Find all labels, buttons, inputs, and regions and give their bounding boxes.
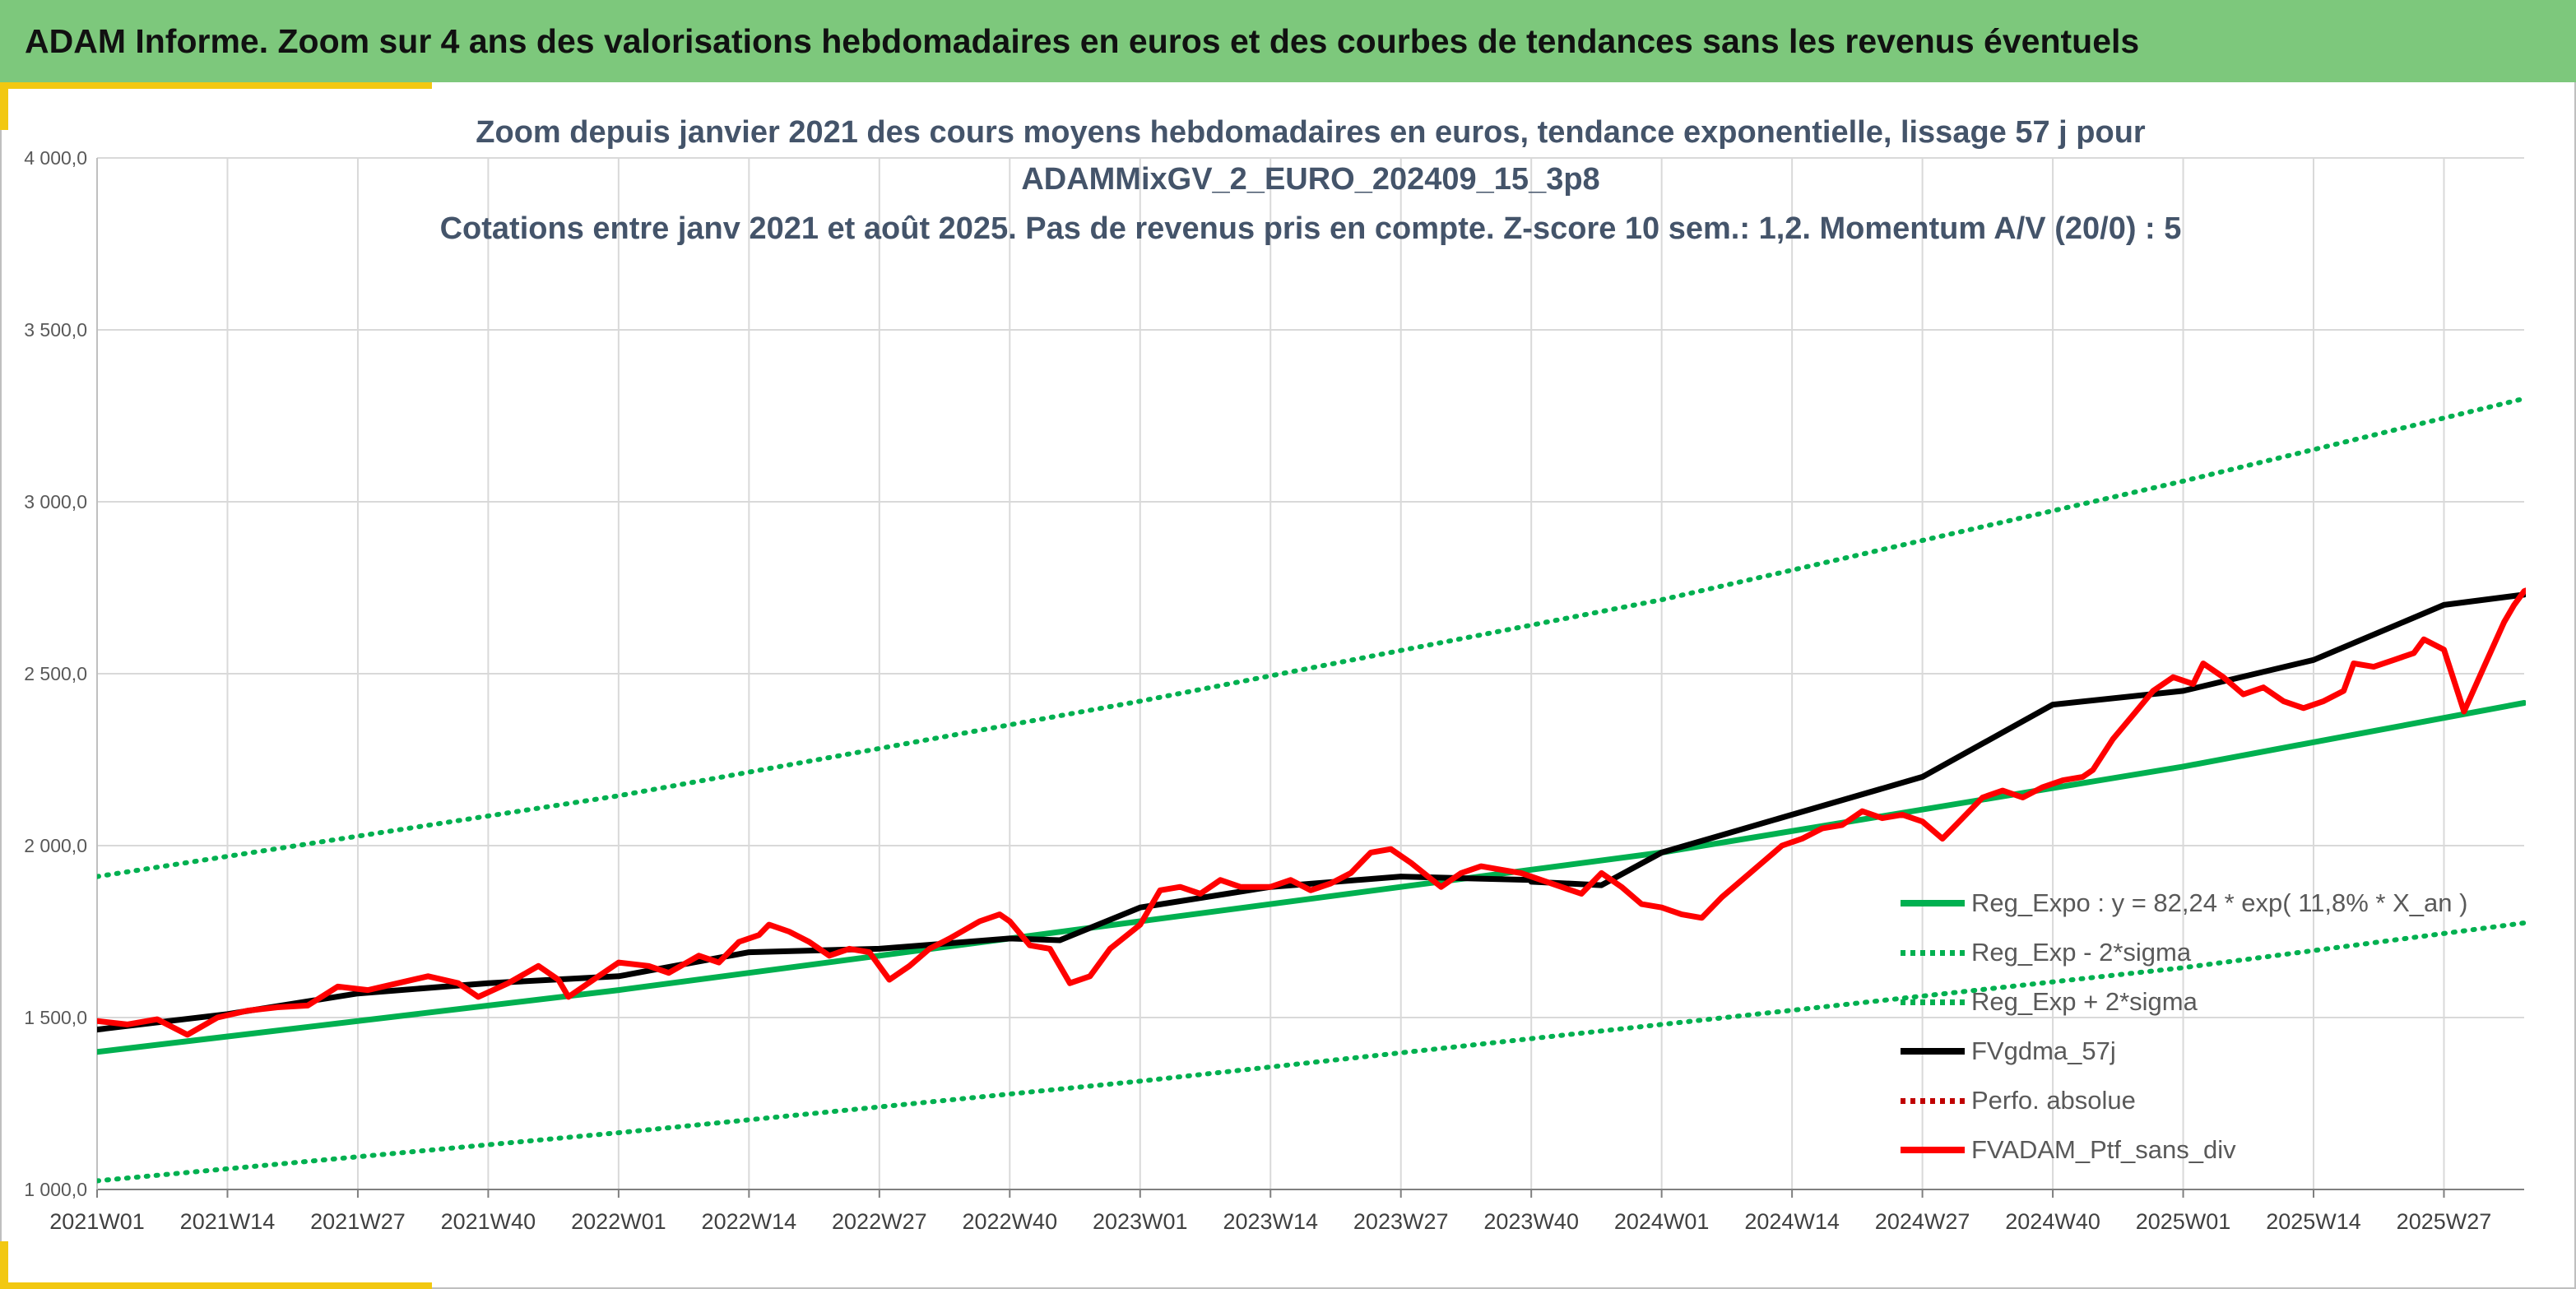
series-line-5 bbox=[97, 587, 2526, 1038]
legend-label: Perfo. absolue bbox=[1971, 1086, 2136, 1115]
x-tick-label: 2021W01 bbox=[49, 1209, 145, 1234]
legend-swatch bbox=[1901, 999, 1965, 1005]
legend-item: Reg_Expo : y = 82,24 * exp( 11,8% * X_an… bbox=[1901, 879, 2526, 928]
x-tick-label: 2021W14 bbox=[180, 1209, 276, 1234]
legend-label: Reg_Exp - 2*sigma bbox=[1971, 938, 2192, 967]
legend-label: FVADAM_Ptf_sans_div bbox=[1971, 1135, 2236, 1164]
series-line-1 bbox=[97, 920, 2526, 1184]
legend-swatch bbox=[1901, 900, 1965, 906]
legend-item: FVADAM_Ptf_sans_div bbox=[1901, 1125, 2526, 1175]
x-tick-label: 2022W14 bbox=[702, 1209, 797, 1234]
series-line-3 bbox=[97, 591, 2526, 1033]
banner-title: ADAM Informe. Zoom sur 4 ans des valoris… bbox=[25, 21, 2140, 60]
x-tick-label: 2025W27 bbox=[2397, 1209, 2492, 1234]
series-line-2 bbox=[97, 396, 2526, 879]
y-tick-label: 4 000,0 bbox=[24, 147, 87, 169]
chart-title-line2: ADAMMixGV_2_EURO_202409_15_3p8 bbox=[1021, 162, 1600, 197]
legend-label: FVgdma_57j bbox=[1971, 1036, 2116, 1065]
corner-accent-top bbox=[0, 82, 8, 130]
legend-swatch bbox=[1901, 1097, 1965, 1104]
x-tick-label: 2023W14 bbox=[1223, 1209, 1318, 1234]
x-tick-label: 2024W14 bbox=[1744, 1209, 1840, 1234]
corner-accent-top-bar bbox=[0, 82, 432, 89]
x-tick-label: 2024W40 bbox=[2005, 1209, 2100, 1234]
header-banner: ADAM Informe. Zoom sur 4 ans des valoris… bbox=[0, 0, 2576, 82]
x-tick-label: 2022W40 bbox=[963, 1209, 1058, 1234]
corner-accent-bottom-bar bbox=[0, 1282, 432, 1289]
corner-accent-bottom bbox=[0, 1241, 8, 1289]
series-layer bbox=[97, 396, 2526, 1184]
y-tick-label: 1 000,0 bbox=[24, 1179, 87, 1200]
legend-item: Reg_Exp - 2*sigma bbox=[1901, 928, 2526, 977]
chart-title-line1: Zoom depuis janvier 2021 des cours moyen… bbox=[476, 115, 2146, 150]
series-line-0 bbox=[97, 700, 2526, 1055]
legend-swatch bbox=[1901, 1048, 1965, 1055]
grid-lines bbox=[96, 157, 2524, 1198]
legend-label: Reg_Expo : y = 82,24 * exp( 11,8% * X_an… bbox=[1971, 888, 2468, 917]
chart-title-line3: Cotations entre janv 2021 et août 2025. … bbox=[439, 211, 2182, 246]
x-tick-label: 2021W27 bbox=[310, 1209, 406, 1234]
x-tick-label: 2023W40 bbox=[1483, 1209, 1579, 1234]
x-tick-label: 2021W40 bbox=[441, 1209, 536, 1234]
x-tick-label: 2024W01 bbox=[1614, 1209, 1710, 1234]
x-tick-label: 2023W27 bbox=[1353, 1209, 1449, 1234]
legend-label: Reg_Exp + 2*sigma bbox=[1971, 987, 2198, 1016]
legend-item: Reg_Exp + 2*sigma bbox=[1901, 977, 2526, 1027]
x-tick-label: 2025W14 bbox=[2266, 1209, 2361, 1234]
y-tick-label: 3 000,0 bbox=[24, 491, 87, 512]
y-tick-label: 2 000,0 bbox=[24, 835, 87, 856]
chart-legend: Reg_Expo : y = 82,24 * exp( 11,8% * X_an… bbox=[1901, 879, 2526, 1175]
y-tick-label: 1 500,0 bbox=[24, 1007, 87, 1028]
y-tick-label: 2 500,0 bbox=[24, 663, 87, 684]
legend-swatch bbox=[1901, 1147, 1965, 1153]
x-tick-label: 2025W01 bbox=[2136, 1209, 2231, 1234]
x-axis-ticks: 2021W01 2021W14 2021W27 2021W40 2022W01 2022W… bbox=[49, 1209, 2491, 1234]
legend-item: Perfo. absolue bbox=[1901, 1076, 2526, 1125]
legend-item: FVgdma_57j bbox=[1901, 1027, 2526, 1076]
x-tick-label: 2023W01 bbox=[1093, 1209, 1188, 1234]
x-tick-label: 2024W27 bbox=[1875, 1209, 1970, 1234]
y-axis-ticks: 1 000,0 1 500,0 2 000,0 2 500,0 3 000,0 3 500… bbox=[24, 147, 87, 1200]
legend-swatch bbox=[1901, 949, 1965, 956]
y-tick-label: 3 500,0 bbox=[24, 319, 87, 341]
x-tick-label: 2022W01 bbox=[571, 1209, 666, 1234]
x-tick-label: 2022W27 bbox=[832, 1209, 927, 1234]
